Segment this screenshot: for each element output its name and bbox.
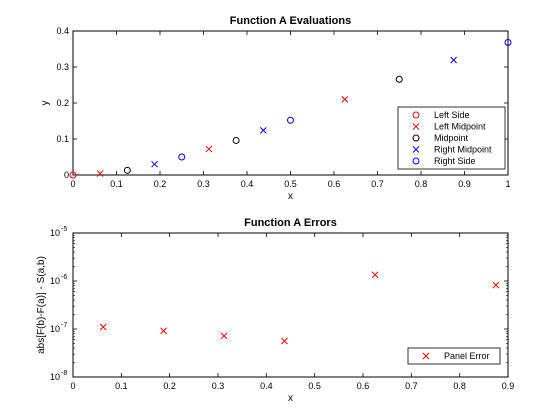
y-tick-exponent: -6 <box>61 274 67 281</box>
data-point <box>99 323 107 331</box>
legend-marker <box>422 352 430 360</box>
x-tick-label: 0.4 <box>260 381 273 391</box>
legend: Panel Error <box>407 347 501 365</box>
x-tick-label: 0.1 <box>115 381 128 391</box>
data-point <box>287 116 294 124</box>
data-point <box>395 75 403 83</box>
legend-label: Midpoint <box>434 133 469 143</box>
x-tick-label: 0.5 <box>284 179 297 189</box>
x-tick-label: 0.7 <box>371 179 384 189</box>
evaluations-chart: 0 0.1 0.2 0.3 0.4 0.5 0.6 0.7 0.8 0.9 1 0 0.1 0.2 0.3 0… <box>40 15 512 202</box>
y-axis-label: y <box>40 101 51 106</box>
x-tick-label: 1 <box>505 179 510 189</box>
data-point <box>504 39 512 47</box>
data-point <box>220 332 228 340</box>
x-tick-label: 0.8 <box>453 381 466 391</box>
x-tick-label: 0.2 <box>163 381 176 391</box>
data-point <box>151 160 158 168</box>
data-point <box>259 127 267 134</box>
y-tick-label: 0.1 <box>56 134 69 144</box>
series-right-side <box>178 39 512 161</box>
legend-marker <box>412 146 420 153</box>
x-tick-label: 0.3 <box>197 179 210 189</box>
x-tick-label: 0.8 <box>415 179 428 189</box>
y-tick-label: 0.4 <box>56 26 69 36</box>
y-tick-exponent: -7 <box>61 322 67 329</box>
legend-label: Right Side <box>434 156 476 166</box>
y-tick-exponent: -8 <box>61 370 67 377</box>
chart-title: Function A Errors <box>244 217 337 229</box>
x-tick-label: 0 <box>70 179 75 189</box>
series-left-midpoint <box>96 96 349 177</box>
data-point <box>341 96 349 103</box>
legend-label: Left Side <box>434 110 470 120</box>
legend-box <box>407 347 501 365</box>
legend-box <box>397 106 506 170</box>
data-point <box>281 337 288 345</box>
legend-label: Right Midpoint <box>434 145 492 155</box>
x-tick-label: 0.1 <box>110 179 123 189</box>
x-tick-label: 0.2 <box>154 179 167 189</box>
data-point <box>178 153 186 161</box>
x-tick-label: 0.7 <box>405 381 418 391</box>
series-panel-error <box>99 271 500 345</box>
legend-label: Panel Error <box>444 351 490 361</box>
x-tick-label: 0.6 <box>357 381 370 391</box>
legend-marker <box>412 157 420 165</box>
y-tick-label: 0.3 <box>56 62 69 72</box>
chart-title: Function A Evaluations <box>230 15 351 27</box>
y-tick-label: 10 <box>50 372 60 382</box>
y-axis-label: abs[F(b)-F(a)] - S(a,b) <box>36 256 47 354</box>
y-tick-label: 0 <box>64 170 69 180</box>
x-tick-label: 0.5 <box>308 381 321 391</box>
x-tick-label: 0 <box>70 381 75 391</box>
x-tick-label: 0.3 <box>212 381 225 391</box>
x-axis-label: x <box>288 393 293 404</box>
x-tick-label: 0.9 <box>458 179 471 189</box>
x-tick-label: 0.9 <box>502 381 515 391</box>
x-axis-label: x <box>288 191 293 202</box>
x-tick-label: 0.6 <box>328 179 341 189</box>
y-tick-label: 10 <box>50 276 60 286</box>
data-point <box>96 170 104 177</box>
legend-label: Left Midpoint <box>434 122 486 132</box>
data-point <box>160 327 167 335</box>
legend-marker <box>412 111 420 119</box>
series-right-midpoint <box>151 56 457 168</box>
legend-marker <box>412 123 420 130</box>
data-point <box>205 145 213 153</box>
data-point <box>371 271 379 279</box>
data-point <box>123 166 131 174</box>
y-tick-exponent: -5 <box>61 226 67 233</box>
y-tick-label: 10 <box>50 324 60 334</box>
data-point <box>69 171 77 179</box>
x-tick-label: 0.4 <box>241 179 254 189</box>
data-point <box>450 56 457 64</box>
y-tick-label: 0.2 <box>56 98 69 108</box>
y-tick-label: 10 <box>50 228 60 238</box>
series-left-side <box>69 171 77 179</box>
data-point <box>232 136 240 144</box>
series-midpoint <box>123 75 403 174</box>
legend-marker <box>412 134 420 142</box>
data-point <box>492 281 500 289</box>
errors-chart: 0 0.1 0.2 0.3 0.4 0.5 0.6 0.7 0.8 0.910-810-710-6… <box>36 217 514 404</box>
